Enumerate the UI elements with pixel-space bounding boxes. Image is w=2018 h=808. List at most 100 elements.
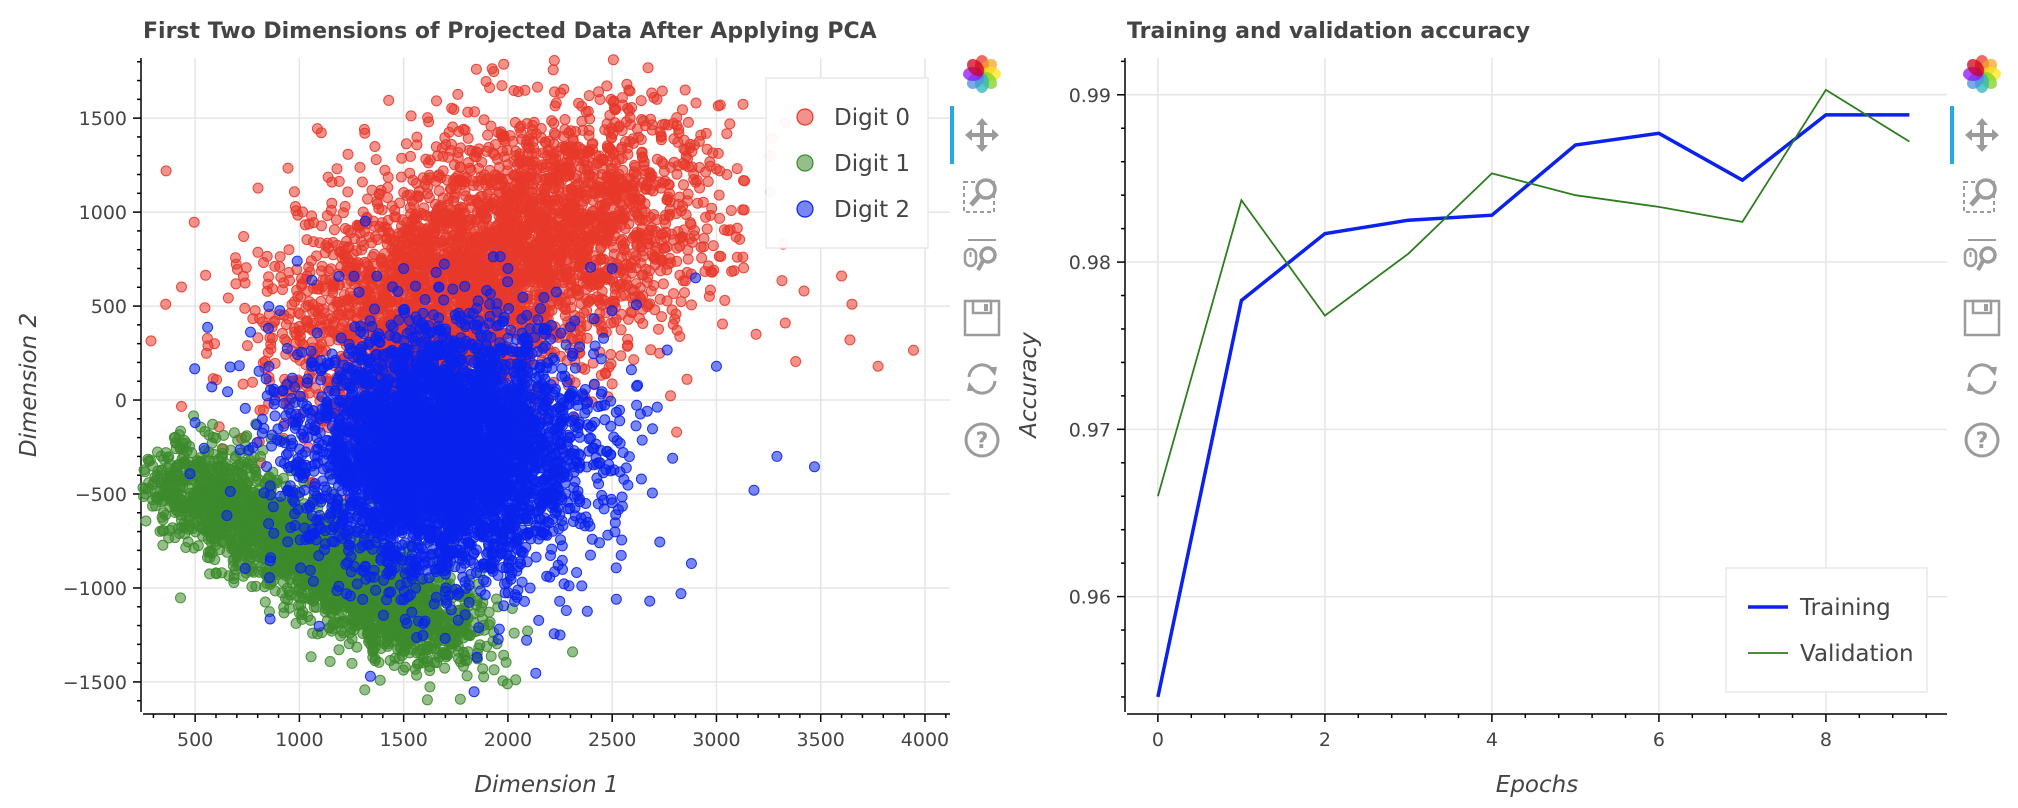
scatter-point (469, 106, 480, 118)
y-axis-label: Dimension 2 (16, 313, 42, 457)
scatter-point (462, 132, 474, 144)
x-tick-label: 4000 (901, 729, 949, 751)
scatter-point (619, 280, 631, 292)
scatter-point (453, 203, 465, 215)
scatter-point (354, 161, 366, 173)
scatter-point (574, 259, 586, 271)
scatter-point (377, 225, 389, 237)
scatter-point (258, 257, 269, 268)
scatter-point (607, 54, 619, 66)
scatter-point (319, 247, 331, 259)
scatter-point (645, 344, 657, 356)
scatter-point (573, 97, 585, 109)
scatter-point (750, 328, 762, 340)
scatter-point (527, 119, 539, 131)
scatter-point (265, 343, 277, 355)
scatter-point (359, 226, 370, 237)
scatter-point (478, 208, 490, 220)
scatter-point (518, 162, 530, 174)
scatter-point (644, 168, 656, 180)
scatter-point (282, 162, 294, 174)
scatter-point (555, 251, 567, 263)
scatter-point (447, 121, 459, 133)
scatter-point (322, 237, 333, 249)
scatter-point (656, 228, 667, 240)
scatter-point (691, 175, 703, 186)
scatter-point (615, 324, 627, 336)
scatter-point (300, 315, 312, 327)
scatter-point (717, 318, 728, 330)
scatter-point (315, 295, 327, 307)
scatter-point (275, 271, 287, 283)
scatter-point (374, 674, 386, 686)
scatter-point (634, 194, 645, 206)
scatter-point (346, 657, 358, 669)
scatter-point (382, 181, 394, 193)
scatter-point (682, 188, 694, 200)
scatter-point (544, 144, 556, 156)
scatter-point (461, 670, 473, 682)
scatter-point (519, 222, 531, 234)
scatter-point (249, 305, 261, 317)
scatter-point (719, 294, 731, 306)
scatter-point (400, 138, 412, 150)
pca-scatter-svg[interactable]: 500 1000 1500 2000 2500 3000 3500 4000−1500−100… (0, 0, 1000, 808)
scatter-point (386, 200, 398, 212)
scatter-point (486, 63, 498, 75)
scatter-point (657, 278, 669, 290)
scatter-point (301, 234, 313, 246)
scatter-point (496, 195, 508, 207)
scatter-point (872, 360, 884, 372)
scatter-point (609, 289, 621, 301)
scatter-point (188, 216, 200, 228)
scatter-point (283, 244, 295, 256)
scatter-point (405, 150, 416, 162)
scatter-point (237, 378, 249, 390)
scatter-point (485, 177, 497, 189)
scatter-point (714, 99, 726, 111)
scatter-point (515, 254, 527, 266)
scatter-point (707, 240, 719, 252)
scatter-point (222, 292, 234, 304)
scatter-point (339, 200, 351, 212)
scatter-point (403, 223, 415, 235)
scatter-point (790, 356, 802, 368)
scatter-point (500, 212, 512, 224)
scatter-point (583, 273, 595, 285)
scatter-point (446, 102, 458, 114)
scatter-point (440, 231, 452, 243)
scatter-point (561, 205, 573, 217)
scatter-point (564, 144, 576, 156)
scatter-point (601, 211, 613, 223)
scatter-point (326, 197, 338, 209)
scatter-point (846, 298, 858, 310)
scatter-point (844, 334, 856, 346)
scatter-point (526, 266, 538, 278)
scatter-point (682, 253, 694, 265)
scatter-point (594, 94, 606, 105)
scatter-point (289, 296, 300, 308)
scatter-point (636, 146, 648, 158)
y-tick-label: 1500 (79, 108, 127, 130)
scatter-point (176, 281, 187, 293)
scatter-point (328, 224, 340, 236)
scatter-point (356, 176, 368, 188)
scatter-point (573, 208, 585, 220)
scatter-point (468, 180, 479, 191)
scatter-point (541, 279, 553, 291)
scatter-point (510, 145, 522, 157)
scatter-point (534, 246, 546, 257)
scatter-point (454, 230, 465, 242)
scatter-point (469, 214, 481, 226)
scatter-point (547, 64, 559, 76)
scatter-point (655, 130, 667, 142)
scatter-point (297, 206, 309, 218)
scatter-point (473, 273, 484, 285)
scatter-point (422, 181, 433, 193)
scatter-point (695, 129, 707, 141)
scatter-point (726, 265, 738, 277)
scatter-point (509, 117, 521, 128)
scatter-point (724, 118, 736, 130)
scatter-point (547, 183, 559, 194)
scatter-point (690, 97, 702, 109)
